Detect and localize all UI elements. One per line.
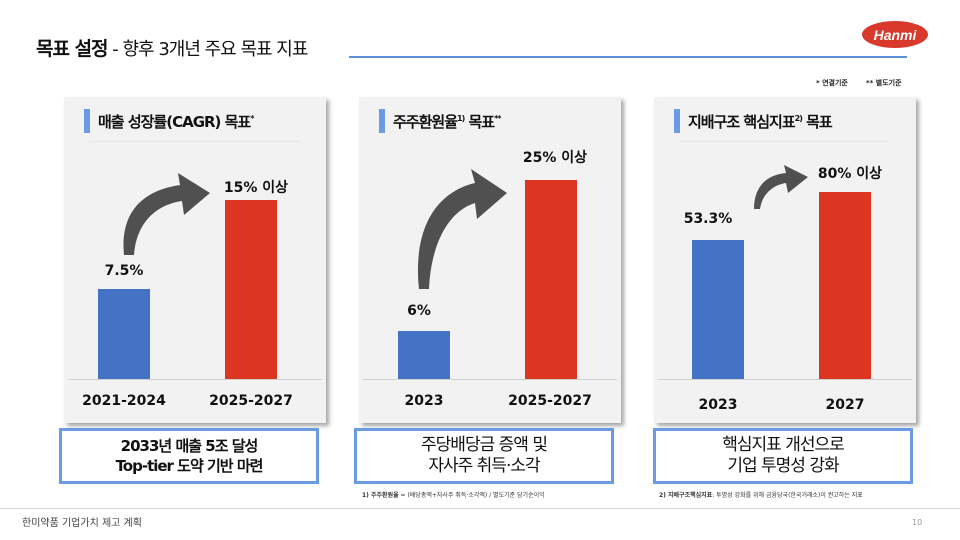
panel-title: 지배구조 핵심지표2) 목표: [688, 112, 833, 131]
title-divider: [349, 56, 907, 58]
bar-2025-2027: [525, 180, 577, 379]
bar-value-label: 15% 이상: [223, 180, 289, 196]
bar-2027: [819, 192, 871, 379]
panel-title: 주주환원율1) 목표**: [393, 112, 502, 131]
growth-arrow-icon: [123, 173, 210, 255]
growth-arrow-icon: [417, 169, 507, 289]
header-marker: [379, 109, 385, 133]
bar-2023: [398, 331, 450, 379]
panel-shareholder-return: 주주환원율1) 목표** 6% 25% 이상 2023 2025-2027: [359, 97, 621, 423]
title-subtitle: - 향후 3개년 주요 목표 지표: [107, 39, 308, 60]
bar-2025-2027: [225, 200, 277, 379]
category-label: 2027: [825, 397, 865, 413]
category-label: 2025-2027: [508, 393, 592, 409]
footer-title: 한미약품 기업가치 제고 계획: [22, 518, 142, 529]
bar-value-label: 7.5%: [104, 263, 144, 279]
hanmi-logo: Hanmi: [862, 21, 928, 48]
page-title: 목표 설정 - 향후 3개년 주요 목표 지표: [36, 34, 308, 61]
bar-2023: [692, 240, 744, 379]
panel-header: 지배구조 핵심지표2) 목표: [674, 109, 833, 133]
axis-baseline: [658, 379, 912, 380]
panel-header: 매출 성장률(CAGR) 목표*: [84, 109, 255, 133]
growth-arrow-icon: [754, 165, 808, 209]
category-label: 2025-2027: [209, 393, 293, 409]
bar-value-label: 53.3%: [683, 211, 733, 227]
title-main: 목표 설정: [36, 38, 109, 60]
axis-baseline: [68, 379, 322, 380]
bar-2021-2024: [98, 289, 150, 379]
summary-box-governance: 핵심지표 개선으로 기업 투명성 강화: [653, 428, 913, 484]
header-marker: [84, 109, 90, 133]
panel-governance: 지배구조 핵심지표2) 목표 53.3% 80% 이상 2023 2027: [654, 97, 916, 423]
panel-header: 주주환원율1) 목표**: [379, 109, 502, 133]
header-marker: [674, 109, 680, 133]
note-consolidated: * 연결기준: [816, 79, 848, 87]
category-label: 2021-2024: [82, 393, 166, 409]
header-divider: [90, 141, 300, 142]
category-label: 2023: [404, 393, 444, 409]
footnote-governance: 2) 지배구조핵심지표: 투명성 강화를 위해 금융당국(한국거래소)이 권고하…: [659, 492, 863, 499]
category-label: 2023: [698, 397, 738, 413]
note-separate: ** 별도기준: [866, 79, 902, 87]
footnote-shareholder-return: 1) 주주환원율 = (배당총액+자사주 취득·소각액) / 별도기준 당기순이…: [362, 492, 545, 499]
header-divider: [680, 141, 890, 142]
page-number: 10: [912, 518, 923, 527]
footer-divider: [0, 508, 960, 509]
panel-title: 매출 성장률(CAGR) 목표*: [98, 112, 255, 131]
panel-revenue-cagr: 매출 성장률(CAGR) 목표* 7.5% 15% 이상 2021-2024 2…: [64, 97, 326, 423]
bar-value-label: 6%: [407, 303, 431, 319]
summary-box-revenue: 2033년 매출 5조 달성 Top-tier 도약 기반 마련: [59, 428, 319, 484]
bar-value-label: 80% 이상: [817, 166, 883, 182]
summary-box-return: 주당배당금 증액 및 자사주 취득·소각: [354, 428, 614, 484]
bar-value-label: 25% 이상: [522, 150, 588, 166]
axis-baseline: [363, 379, 617, 380]
